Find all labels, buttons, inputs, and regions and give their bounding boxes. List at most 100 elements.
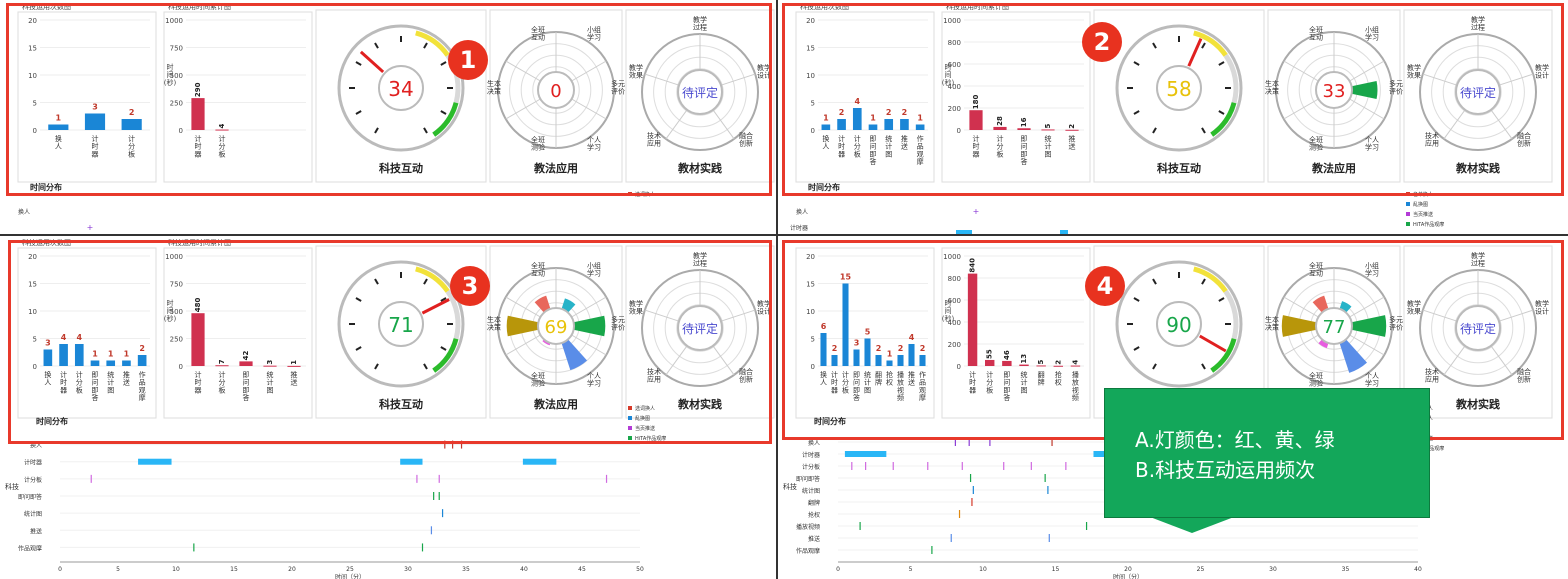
bar2-bar [1036, 365, 1046, 367]
bar1-bar-value: 4 [61, 333, 67, 342]
bar2-bar-value: 4 [1071, 360, 1079, 365]
bar2-chart: 1000 800 600 400 200 0 时间(秒) 840 计时器 55 计分板 46 即问即答 1… [941, 247, 1091, 419]
timeline-span [956, 230, 972, 234]
bar1-ytick: 20 [806, 17, 815, 25]
bar1-ytick: 10 [28, 72, 37, 80]
timeline-row-label: 作品观摩 [796, 547, 820, 555]
radar-axis-label: 生本决策 [487, 315, 501, 332]
gauge-center [1156, 65, 1202, 111]
radar-axis-label: 全班测验 [1309, 135, 1323, 152]
gauge-tick [1133, 297, 1140, 302]
textbook-spoke [665, 107, 689, 140]
textbook-value: 待评定 [682, 85, 718, 100]
bar2-bar [969, 110, 983, 130]
bar2-xtick: 计时器 [969, 370, 976, 394]
bar1-ytick: 15 [806, 281, 815, 289]
radar-value: 33 [1323, 81, 1346, 102]
gauge-tick [374, 42, 379, 49]
legend-swatch [1406, 222, 1410, 226]
radar-sector [506, 315, 539, 337]
bar1-bar-value: 1 [870, 114, 876, 123]
timeline-title: 时间分布 [814, 416, 846, 426]
bar1-bar-value: 1 [56, 114, 62, 123]
dashboard-3: 科技运用次数图201510503换人4计时器4计分板1即问即答1统计图1推送2作… [5, 238, 775, 579]
bar1-ytick: 0 [811, 363, 815, 371]
badge-1: 1 [448, 40, 488, 80]
bar2-ytick: 250 [170, 100, 183, 108]
timeline-row-label: 作品观摩 [18, 544, 42, 552]
bar1-ytick: 10 [806, 72, 815, 80]
bar2-xtick: 推送 [1069, 134, 1076, 151]
textbook-title: 教材实践 [677, 161, 722, 175]
bar1-xtick: 统计图 [885, 134, 892, 158]
bar1-chart: 科技运用次数图 20 15 10 5 0 1 换人 3 计时器 2 计分板 [17, 2, 157, 183]
gauge-tick [1218, 110, 1225, 115]
gauge-tick [374, 363, 379, 370]
radar-sector [573, 315, 606, 337]
textbook-spoke [1443, 343, 1467, 376]
radar-center [1315, 307, 1353, 345]
bar1-xtick: 翻牌 [875, 370, 882, 387]
textbook-center [1455, 305, 1501, 351]
radar-center [1315, 71, 1353, 109]
bar2-xtick: 抢权 [1055, 370, 1062, 387]
radar-center [537, 71, 575, 109]
bar2-bar [967, 273, 978, 366]
bar1-xtick: 抢权 [886, 370, 893, 387]
bar1-chart: 科技运用次数图 20 15 10 5 0 3 换人 4 计时器 4 计分板 1 即问即答 1 统计图 1 推送 2 作… [17, 238, 157, 419]
bar2-ylabel: 时间(秒) [942, 299, 955, 323]
gauge-tick [1201, 278, 1206, 285]
gauge-needle [421, 298, 450, 315]
textbook-axis-label: 融合创新 [1517, 367, 1531, 384]
timeline-row-label: 抢权 [808, 511, 820, 519]
bar2-chart: 科技运用时间累计图 1000 800 600 400 200 0 时间(秒) 180 计时器 28 计… [941, 2, 1091, 183]
bar1-xtick: 换人 [822, 134, 829, 151]
radar-axis-label: 个人学习 [1365, 372, 1379, 388]
bar1-bar [915, 124, 925, 130]
timeline-xtick: 15 [1052, 566, 1060, 573]
timeline-xlabel: 时间（分） [1113, 573, 1143, 579]
bar1-bar [853, 349, 860, 366]
textbook-axis-label: 技术应用 [1425, 367, 1439, 384]
radar-spoke [1347, 97, 1385, 120]
gauge-needle [1187, 38, 1203, 67]
textbook-axis-label: 教学效果 [1407, 299, 1421, 316]
bar2-ytick: 200 [948, 105, 961, 113]
bar2-xtick: 播放视频 [1072, 370, 1079, 402]
bar1-ytick: 0 [33, 363, 37, 371]
textbook-title: 教材实践 [677, 397, 722, 411]
bar1-bar-value: 6 [821, 322, 827, 331]
timeline-row-label: 计分板 [24, 476, 42, 484]
gauge-tick [423, 127, 428, 134]
radar-value: 77 [1323, 317, 1346, 338]
bar2-xtick: 计分板 [986, 370, 993, 394]
bar1-ytick: 0 [33, 127, 37, 135]
bar2-bar-value: 5 [1044, 123, 1052, 128]
bar2-bar-value: 28 [996, 116, 1004, 126]
callout-line-1: A.灯颜色：红、黄、绿 [1135, 428, 1335, 452]
bar1-frame [795, 247, 935, 419]
bar1-chart: 20 15 10 5 0 6 换人 2 计时器 15 计分板 3 即问即答 5 统计图 2 翻牌 1 抢权 2 播放视频… [795, 247, 935, 419]
gauge-value: 34 [388, 77, 413, 101]
timeline-row-label: 推送 [30, 527, 42, 535]
bar1-bar [919, 355, 926, 366]
gauge-needle [359, 50, 385, 74]
gauge-tick [355, 297, 362, 302]
gauge-tick [1201, 127, 1206, 134]
timeline-xtick: 35 [462, 566, 470, 573]
radar-sector [1281, 315, 1317, 337]
gauge-tick [440, 297, 447, 302]
badge-3: 3 [450, 266, 490, 306]
dashboard-2: 科技运用次数图201510501换人2计时器4计分板1即问即答2统计图2推送1作… [790, 2, 1553, 234]
legend-swatch [628, 436, 632, 440]
bar2-bar [1019, 364, 1029, 366]
gauge-tick [1201, 363, 1206, 370]
timeline-row-label: 统计图 [802, 487, 820, 495]
timeline-span [522, 458, 557, 465]
gauge-chart: 34 科技互动 [315, 9, 487, 183]
gauge-tick [1133, 110, 1140, 115]
timeline-title: 时间分布 [30, 182, 62, 192]
legend-swatch [628, 426, 632, 430]
textbook-axis-label: 技术应用 [647, 367, 661, 384]
